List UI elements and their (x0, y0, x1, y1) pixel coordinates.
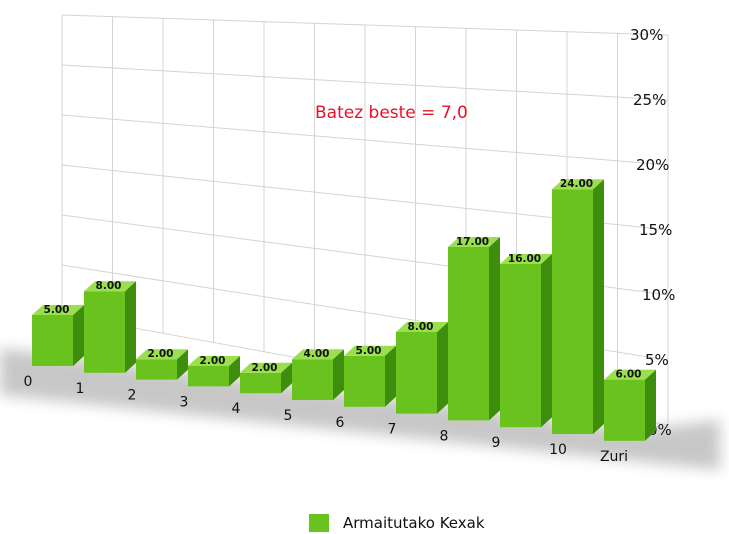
bar-4 (240, 362, 292, 394)
bar-7 (396, 322, 448, 414)
data-label: 17.00 (456, 236, 489, 248)
bar-side (437, 322, 448, 414)
data-label: 8.00 (96, 280, 122, 292)
bar-front (292, 359, 333, 400)
bar-front (32, 315, 73, 366)
data-label: 5.00 (356, 345, 382, 357)
bar-front (552, 189, 593, 434)
floor-shadow (0, 348, 720, 470)
data-label: 24.00 (560, 178, 593, 190)
bar-front (344, 355, 385, 407)
data-label: 16.00 (508, 253, 541, 265)
y-tick-label: 10% (642, 286, 675, 304)
bar-front (448, 247, 489, 421)
category-label: 5 (284, 408, 293, 424)
bar-0 (32, 305, 84, 366)
bar-top (32, 305, 84, 315)
y-tick-label: 25% (633, 91, 666, 109)
bar-side (177, 349, 188, 380)
bar-front (84, 291, 125, 373)
bar-top (396, 322, 448, 332)
bar-top (500, 254, 552, 264)
bar-Zuri (604, 369, 656, 441)
bar-front (136, 359, 177, 380)
bar-9 (500, 254, 552, 428)
y-tick-label: 5% (645, 351, 669, 369)
bar-6 (344, 345, 396, 407)
bar-5 (292, 349, 344, 400)
bar-side (593, 179, 604, 434)
average-annotation: Batez beste = 7,0 (315, 103, 468, 123)
bar-side (281, 362, 292, 394)
bar-side (73, 305, 84, 366)
category-label: 8 (440, 428, 449, 444)
bar-side (229, 356, 240, 387)
bar-top (84, 281, 136, 292)
bar-side (125, 281, 136, 373)
bar-top (136, 349, 188, 360)
y-tick-label: 15% (639, 221, 672, 239)
y-tick-label: 30% (630, 26, 663, 44)
bar-top (240, 362, 292, 373)
category-label: 10 (549, 442, 567, 458)
legend: Armaitutako Kexak (309, 514, 485, 532)
data-label: 2.00 (252, 362, 278, 374)
bar-2 (136, 349, 188, 380)
bar-front (396, 332, 437, 414)
category-label: 9 (492, 435, 501, 451)
bar-side (333, 349, 344, 400)
bar-3 (188, 356, 240, 387)
category-label: 4 (232, 401, 241, 417)
bar-side (489, 237, 500, 421)
bar-top (344, 345, 396, 356)
bar-front (240, 372, 281, 394)
bar-front (604, 379, 645, 441)
category-label: 6 (336, 415, 345, 431)
category-label: 0 (24, 374, 33, 390)
data-label: 8.00 (408, 321, 434, 333)
bar-10 (552, 179, 604, 434)
data-label: 2.00 (200, 355, 226, 367)
bar-8 (448, 237, 500, 421)
bar-top (188, 356, 240, 366)
data-label: 4.00 (304, 348, 330, 360)
legend-label: Armaitutako Kexak (343, 514, 485, 532)
bar-side (541, 254, 552, 428)
data-label: 6.00 (616, 369, 642, 381)
bar-front (500, 264, 541, 428)
bar-top (552, 179, 604, 190)
bar-1 (84, 281, 136, 373)
bar-top (604, 369, 656, 380)
data-label: 5.00 (44, 304, 70, 316)
bar-top (292, 349, 344, 360)
bar-side (645, 369, 656, 441)
bar-top (448, 237, 500, 247)
category-label: Zuri (600, 449, 628, 465)
category-label: 7 (388, 422, 397, 438)
legend-swatch (309, 514, 329, 532)
y-tick-label: 20% (636, 156, 669, 174)
category-label: 1 (76, 381, 85, 397)
bar-front (188, 366, 229, 387)
category-label: 3 (180, 394, 189, 410)
category-label: 2 (128, 388, 137, 404)
bar-side (385, 345, 396, 407)
data-label: 2.00 (148, 348, 174, 360)
